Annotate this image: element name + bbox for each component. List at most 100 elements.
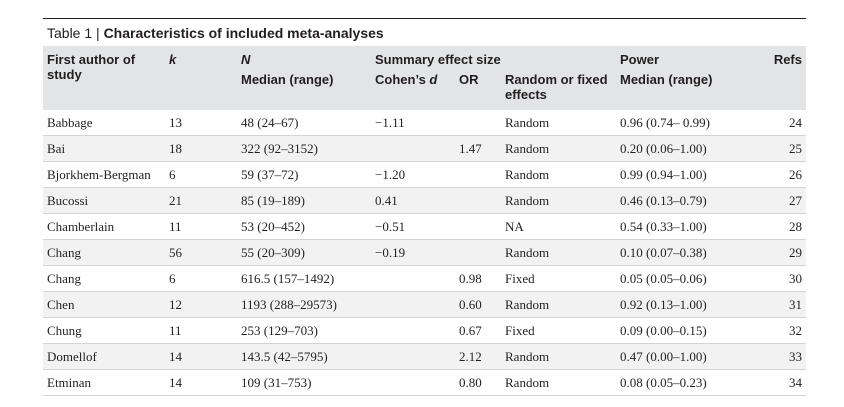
header-random-or-fixed: Random or fixed effects bbox=[505, 72, 608, 102]
table-row: Bai 18 322 (92–3152) 1.47 Random 0.20 (0… bbox=[43, 135, 806, 162]
header-power-median-range: Median (range) bbox=[620, 72, 713, 87]
cell-power: 0.05 (0.05–0.06) bbox=[616, 265, 747, 292]
cell-cohens-d: −1.20 bbox=[371, 161, 455, 188]
header-first-author: First author of study bbox=[47, 52, 136, 82]
cell-ref: 27 bbox=[747, 187, 806, 214]
cell-k: 11 bbox=[165, 317, 237, 344]
cell-effects: Random bbox=[501, 291, 616, 318]
cell-or: 0.67 bbox=[455, 317, 501, 344]
cell-k: 11 bbox=[165, 213, 237, 240]
header-n-median-range: Median (range) bbox=[241, 72, 334, 87]
header-cohens-d: Cohen’s d bbox=[371, 69, 455, 110]
cell-effects: Random bbox=[501, 187, 616, 214]
cell-n: 85 (19–189) bbox=[237, 187, 371, 214]
cell-n: 109 (31–753) bbox=[237, 369, 371, 396]
cell-effects: Random bbox=[501, 239, 616, 266]
cell-author: Chen bbox=[43, 291, 165, 318]
header-refs: Refs bbox=[773, 52, 802, 67]
cell-k: 14 bbox=[165, 343, 237, 370]
cell-power: 0.92 (0.13–1.00) bbox=[616, 291, 747, 318]
header-n: N bbox=[241, 52, 251, 67]
cell-effects: Random bbox=[501, 135, 616, 162]
cell-k: 14 bbox=[165, 369, 237, 396]
table-header: First author of study k N Summary effect… bbox=[43, 46, 806, 110]
cell-k: 13 bbox=[165, 110, 237, 136]
cell-k: 6 bbox=[165, 161, 237, 188]
table-label: Table 1 | bbox=[47, 25, 104, 41]
header-cohens-d-prefix: Cohen’s bbox=[375, 72, 430, 87]
table-row: Bucossi 21 85 (19–189) 0.41 Random 0.46 … bbox=[43, 187, 806, 214]
cell-effects: Random bbox=[501, 369, 616, 396]
cell-author: Bjorkhem-Bergman bbox=[43, 161, 165, 188]
cell-effects: Random bbox=[501, 343, 616, 370]
meta-analyses-table: First author of study k N Summary effect… bbox=[43, 46, 806, 396]
table-row: Chang 56 55 (20–309) −0.19 Random 0.10 (… bbox=[43, 239, 806, 266]
cell-effects: NA bbox=[501, 213, 616, 240]
cell-effects: Random bbox=[501, 110, 616, 136]
cell-k: 21 bbox=[165, 187, 237, 214]
cell-or bbox=[455, 110, 501, 136]
table-row: Etminan 14 109 (31–753) 0.80 Random 0.08… bbox=[43, 369, 806, 396]
cell-ref: 28 bbox=[747, 213, 806, 240]
cell-cohens-d: −0.51 bbox=[371, 213, 455, 240]
cell-power: 0.08 (0.05–0.23) bbox=[616, 369, 747, 396]
table-body: Babbage 13 48 (24–67) −1.11 Random 0.96 … bbox=[43, 110, 806, 396]
cell-power: 0.09 (0.00–0.15) bbox=[616, 317, 747, 344]
cell-ref: 25 bbox=[747, 135, 806, 162]
cell-ref: 30 bbox=[747, 265, 806, 292]
cell-n: 616.5 (157–1492) bbox=[237, 265, 371, 292]
cell-power: 0.99 (0.94–1.00) bbox=[616, 161, 747, 188]
cell-n: 253 (129–703) bbox=[237, 317, 371, 344]
cell-or bbox=[455, 161, 501, 188]
cell-or: 0.80 bbox=[455, 369, 501, 396]
table-row: Babbage 13 48 (24–67) −1.11 Random 0.96 … bbox=[43, 110, 806, 136]
cell-or: 1.47 bbox=[455, 135, 501, 162]
cell-k: 12 bbox=[165, 291, 237, 318]
cell-n: 48 (24–67) bbox=[237, 110, 371, 136]
cell-cohens-d: −1.11 bbox=[371, 110, 455, 136]
cell-cohens-d: −0.19 bbox=[371, 239, 455, 266]
cell-cohens-d: 0.41 bbox=[371, 187, 455, 214]
cell-n: 1193 (288–29573) bbox=[237, 291, 371, 318]
cell-or: 0.98 bbox=[455, 265, 501, 292]
table-title: Characteristics of included meta-analyse… bbox=[103, 25, 384, 41]
cell-power: 0.20 (0.06–1.00) bbox=[616, 135, 747, 162]
cell-author: Bucossi bbox=[43, 187, 165, 214]
cell-ref: 31 bbox=[747, 291, 806, 318]
cell-or bbox=[455, 213, 501, 240]
cell-ref: 26 bbox=[747, 161, 806, 188]
cell-author: Babbage bbox=[43, 110, 165, 136]
table-container: Table 1 | Characteristics of included me… bbox=[43, 18, 806, 396]
cell-effects: Random bbox=[501, 161, 616, 188]
cell-cohens-d bbox=[371, 317, 455, 344]
table-row: Chen 12 1193 (288–29573) 0.60 Random 0.9… bbox=[43, 291, 806, 318]
cell-k: 56 bbox=[165, 239, 237, 266]
cell-author: Chang bbox=[43, 265, 165, 292]
cell-k: 18 bbox=[165, 135, 237, 162]
table-row: Chung 11 253 (129–703) 0.67 Fixed 0.09 (… bbox=[43, 317, 806, 344]
cell-n: 53 (20–452) bbox=[237, 213, 371, 240]
cell-ref: 34 bbox=[747, 369, 806, 396]
cell-n: 55 (20–309) bbox=[237, 239, 371, 266]
cell-ref: 29 bbox=[747, 239, 806, 266]
cell-or: 2.12 bbox=[455, 343, 501, 370]
cell-power: 0.54 (0.33–1.00) bbox=[616, 213, 747, 240]
header-or: OR bbox=[459, 72, 479, 87]
cell-cohens-d bbox=[371, 343, 455, 370]
cell-n: 59 (37–72) bbox=[237, 161, 371, 188]
cell-or bbox=[455, 239, 501, 266]
table-row: Domellof 14 143.5 (42–5795) 2.12 Random … bbox=[43, 343, 806, 370]
header-power: Power bbox=[620, 52, 660, 67]
cell-author: Chang bbox=[43, 239, 165, 266]
cell-cohens-d bbox=[371, 291, 455, 318]
cell-effects: Fixed bbox=[501, 265, 616, 292]
header-k: k bbox=[169, 52, 177, 67]
cell-power: 0.47 (0.00–1.00) bbox=[616, 343, 747, 370]
cell-k: 6 bbox=[165, 265, 237, 292]
header-cohens-d-symbol: d bbox=[429, 72, 438, 87]
cell-author: Bai bbox=[43, 135, 165, 162]
cell-author: Etminan bbox=[43, 369, 165, 396]
cell-effects: Fixed bbox=[501, 317, 616, 344]
table-row: Bjorkhem-Bergman 6 59 (37–72) −1.20 Rand… bbox=[43, 161, 806, 188]
cell-or: 0.60 bbox=[455, 291, 501, 318]
